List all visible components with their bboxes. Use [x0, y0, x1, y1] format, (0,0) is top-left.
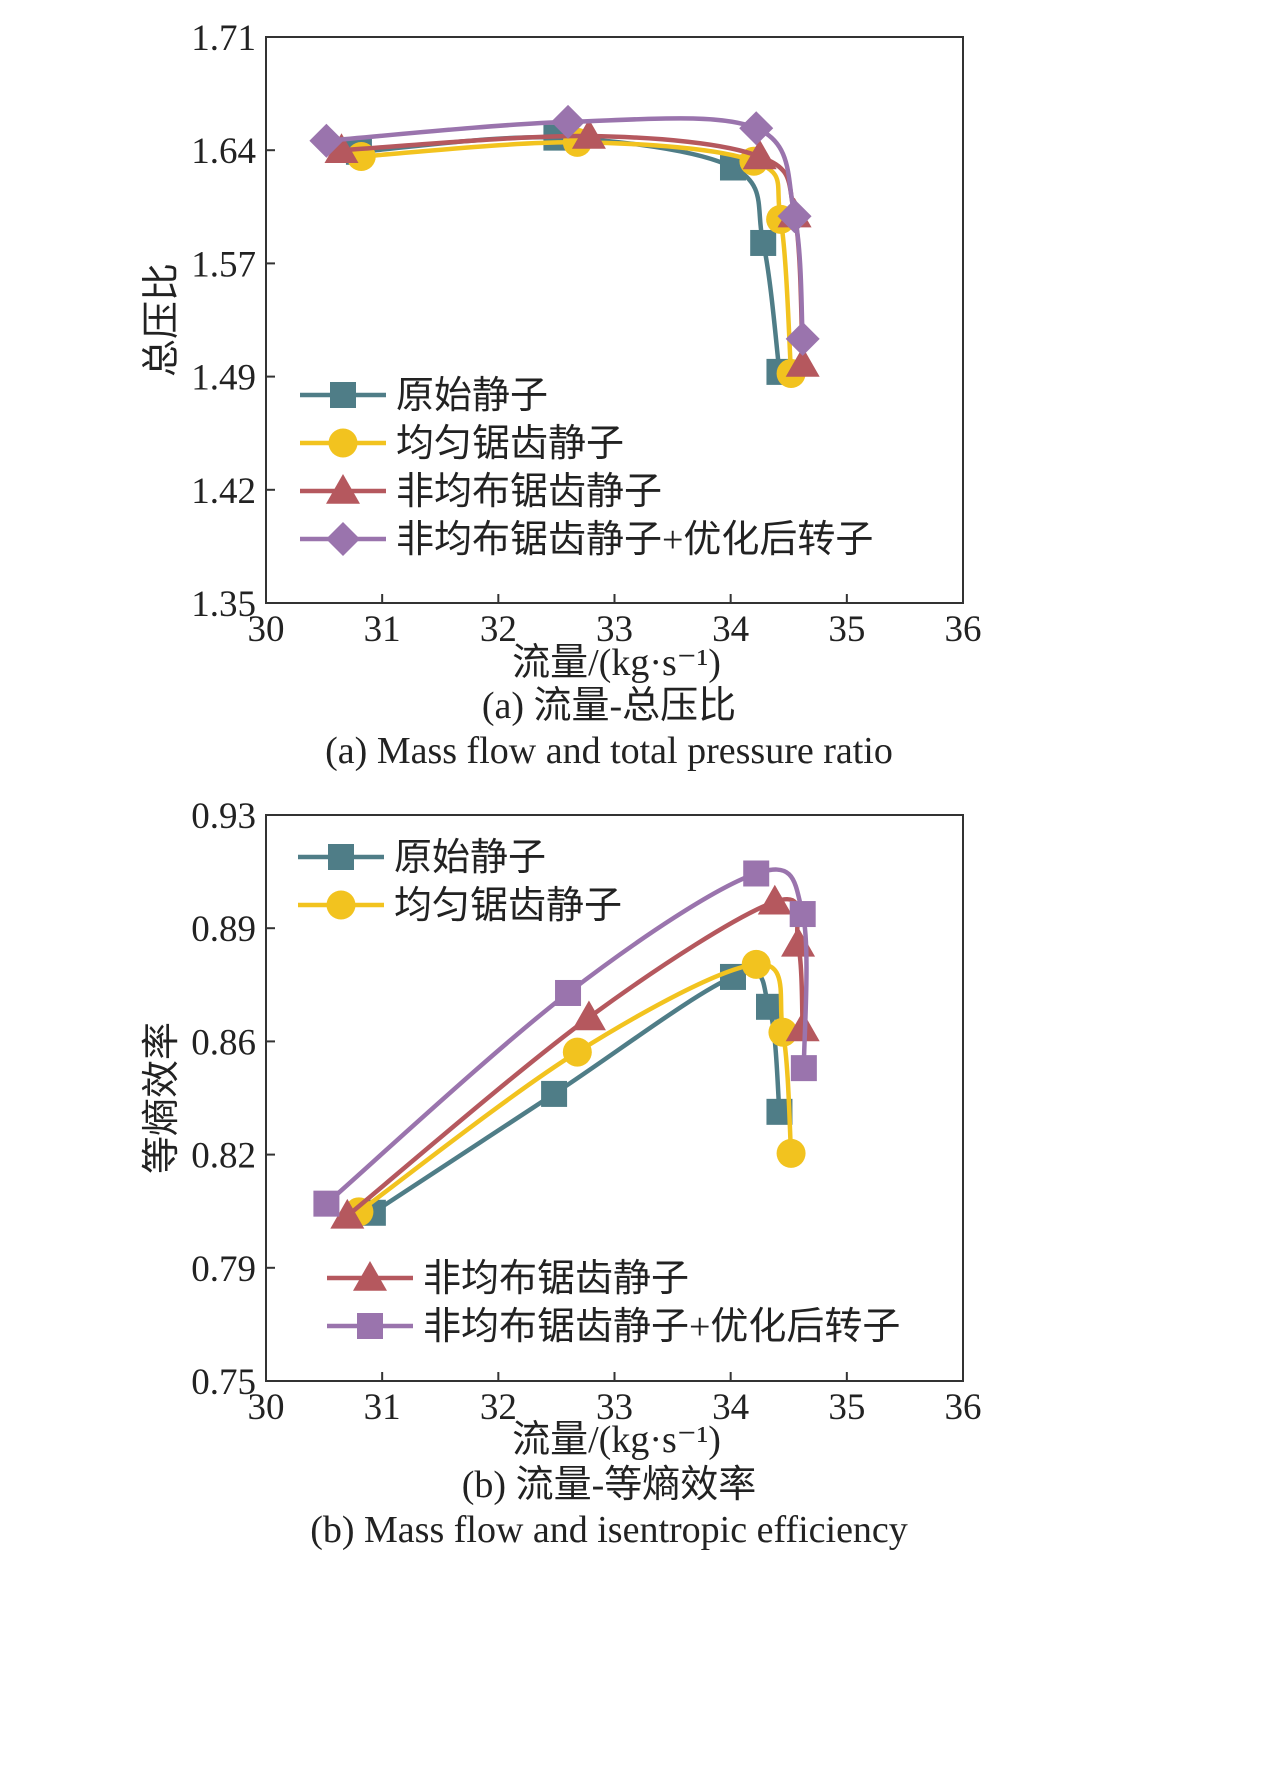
x-tick-label: 31	[364, 609, 401, 650]
data-point	[309, 123, 344, 158]
data-point	[776, 1138, 806, 1168]
series-line	[361, 140, 794, 374]
chart-panel-b: 30 31 32 33 34 35 36 0.75 0.79 0.82 0.86 0.89 0.93 流量…	[141, 796, 982, 1551]
x-tick-label: 32	[480, 1387, 517, 1428]
data-point	[571, 1000, 606, 1031]
caption-en: (a) Mass flow and total pressure ratio	[325, 730, 893, 772]
legend-label: 非均布锯齿静子+优化后转子	[396, 519, 873, 561]
data-point	[785, 321, 820, 356]
series-line	[324, 867, 809, 1206]
series-line	[358, 135, 782, 373]
chart-panel-a: 30 31 32 33 34 35 36 1.35 1.42 1.49 1.57 1.64 1.71 流量…	[141, 18, 982, 772]
legend-label: 非均布锯齿静子	[396, 471, 662, 513]
x-axis-label: 流量/(kg·s⁻¹)	[512, 1419, 721, 1461]
y-tick-label: 0.89	[191, 909, 256, 950]
data-point	[777, 199, 812, 234]
x-tick-label: 33	[596, 1387, 633, 1428]
series-3	[330, 884, 820, 1229]
data-point	[785, 347, 820, 377]
y-tick-label: 0.75	[191, 1362, 256, 1403]
data-point	[785, 1011, 820, 1042]
series-4	[309, 104, 820, 356]
data-point	[781, 926, 816, 957]
data-point	[324, 133, 359, 163]
x-axis-label: 流量/(kg·s⁻¹)	[512, 642, 721, 684]
legend-marker	[357, 1313, 383, 1339]
series-1	[345, 124, 793, 385]
caption-cn: (a) 流量-总压比	[482, 685, 736, 727]
x-tick-label: 35	[828, 1387, 865, 1428]
y-tick-label: 1.57	[191, 244, 256, 285]
y-tick-label: 0.82	[191, 1136, 256, 1177]
data-point	[555, 979, 582, 1006]
legend-marker	[326, 474, 360, 504]
x-tick-label: 34	[712, 1387, 749, 1428]
legend-label: 非均布锯齿静子+优化后转子	[423, 1306, 900, 1348]
data-point	[571, 119, 606, 149]
legend-label: 原始静子	[396, 375, 548, 417]
x-tick-label: 30	[248, 1387, 285, 1428]
caption-cn: (b) 流量-等熵效率	[462, 1464, 756, 1506]
y-axis-label: 等熵效率	[141, 1022, 183, 1174]
data-point	[739, 111, 774, 146]
x-tick-label: 30	[248, 609, 285, 650]
series-4	[313, 860, 817, 1217]
y-tick-label: 1.49	[191, 358, 256, 399]
data-point	[756, 993, 783, 1020]
caption-en: (b) Mass flow and isentropic efficiency	[310, 1509, 908, 1551]
legend-marker	[326, 522, 360, 556]
legend-marker	[330, 382, 356, 408]
data-point	[750, 229, 777, 256]
legend-label: 均匀锯齿静子	[396, 423, 624, 465]
data-point	[562, 1037, 592, 1067]
legend-marker	[328, 844, 354, 870]
data-point	[790, 1055, 817, 1082]
legend-label: 非均布锯齿静子	[423, 1258, 689, 1300]
y-tick-label: 0.93	[191, 796, 256, 837]
data-point	[313, 1190, 340, 1217]
legend-label: 均匀锯齿静子	[394, 885, 622, 927]
legend-marker	[328, 428, 358, 458]
x-tick-label: 33	[596, 609, 633, 650]
legend-marker	[353, 1261, 387, 1291]
series-line	[371, 970, 782, 1215]
data-point	[741, 949, 771, 979]
y-tick-label: 1.35	[191, 584, 256, 625]
x-tick-label: 36	[945, 609, 982, 650]
data-point	[551, 104, 586, 139]
y-tick-label: 0.79	[191, 1249, 256, 1290]
x-tick-label: 36	[945, 1387, 982, 1428]
data-point	[541, 1080, 568, 1107]
legend-label: 原始静子	[394, 837, 546, 879]
y-tick-label: 1.42	[191, 471, 256, 512]
x-tick-label: 32	[480, 609, 517, 650]
data-point	[789, 901, 816, 928]
data-point	[742, 139, 777, 170]
y-axis-label: 总压比	[141, 263, 183, 377]
data-point	[757, 884, 792, 915]
data-point	[330, 1198, 365, 1229]
series-line	[326, 116, 805, 340]
y-tick-label: 0.86	[191, 1022, 256, 1063]
y-tick-label: 1.71	[191, 18, 256, 59]
x-tick-label: 34	[712, 609, 749, 650]
x-tick-label: 31	[364, 1387, 401, 1428]
data-point	[743, 860, 770, 887]
x-tick-label: 35	[828, 609, 865, 650]
series-line	[357, 962, 794, 1214]
legend-marker	[326, 890, 356, 920]
y-tick-label: 1.64	[191, 131, 256, 172]
